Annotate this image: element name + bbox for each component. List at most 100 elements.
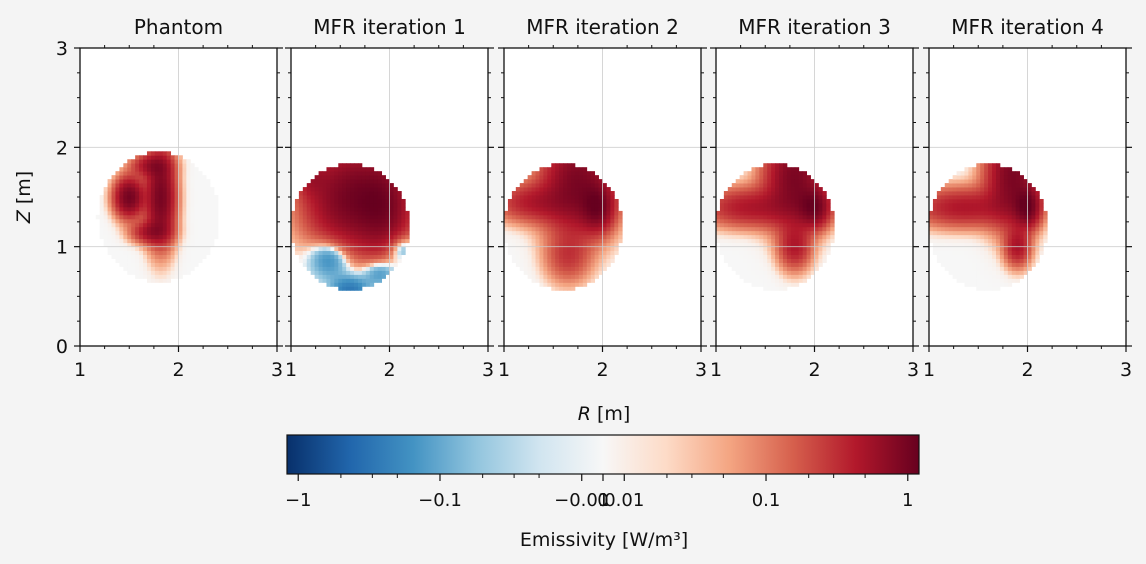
heatmap-cell xyxy=(570,234,576,240)
heatmap-cell xyxy=(504,218,509,224)
heatmap-cell xyxy=(602,234,607,240)
heatmap-cell xyxy=(342,282,347,287)
heatmap-cell xyxy=(342,250,347,256)
heatmap-cell xyxy=(357,230,363,236)
heatmap-cell xyxy=(563,187,568,192)
heatmap-cell xyxy=(826,202,831,208)
heatmap-cell xyxy=(779,258,784,263)
heatmap-cell xyxy=(210,234,215,240)
heatmap-cell xyxy=(170,250,175,256)
heatmap-cell xyxy=(775,274,780,279)
heatmap-cell xyxy=(936,258,942,263)
heatmap-cell xyxy=(779,238,784,244)
heatmap-cell xyxy=(798,258,804,263)
heatmap-cell xyxy=(814,266,819,271)
heatmap-cell xyxy=(330,210,335,216)
heatmap-cell xyxy=(1023,242,1028,248)
heatmap-cell xyxy=(531,195,536,200)
heatmap-cell xyxy=(578,222,584,228)
heatmap-cell xyxy=(830,222,835,228)
heatmap-cell xyxy=(992,234,997,240)
heatmap-cell xyxy=(775,250,780,256)
heatmap-cell xyxy=(322,258,327,263)
heatmap-cell xyxy=(150,155,156,160)
heatmap-cell xyxy=(385,210,390,216)
heatmap-cell xyxy=(119,202,124,208)
heatmap-cell xyxy=(940,230,946,236)
heatmap-cell xyxy=(948,246,954,252)
heatmap-cell xyxy=(547,270,552,275)
heatmap-cell xyxy=(170,155,175,160)
heatmap-cell xyxy=(759,187,764,192)
heatmap-cell xyxy=(932,206,938,212)
heatmap-cell xyxy=(759,262,764,267)
heatmap-cell xyxy=(357,218,363,224)
heatmap-cell xyxy=(194,198,199,204)
heatmap-cell xyxy=(401,214,406,220)
heatmap-cell xyxy=(747,274,752,279)
heatmap-cell xyxy=(563,175,568,180)
heatmap-cell xyxy=(515,187,521,192)
heatmap-cell xyxy=(826,214,831,220)
heatmap-cell xyxy=(988,258,993,263)
heatmap-cell xyxy=(174,155,179,160)
heatmap-cell xyxy=(174,222,179,228)
heatmap-cell xyxy=(948,198,954,204)
heatmap-cell xyxy=(999,171,1005,176)
heatmap-cell xyxy=(373,195,379,200)
heatmap-cell xyxy=(814,191,819,196)
heatmap-cell xyxy=(960,195,965,200)
heatmap-cell xyxy=(123,206,128,212)
heatmap-cell xyxy=(964,258,969,263)
heatmap-cell xyxy=(582,167,588,172)
heatmap-cell xyxy=(393,198,398,204)
heatmap-cell xyxy=(964,210,969,216)
heatmap-cell xyxy=(574,206,580,212)
heatmap-cell xyxy=(369,183,375,188)
heatmap-cell xyxy=(389,266,394,271)
heatmap-cell xyxy=(606,218,611,224)
heatmap-cell xyxy=(771,286,776,291)
heatmap-cell xyxy=(294,202,300,208)
heatmap-cell xyxy=(775,278,780,283)
heatmap-cell xyxy=(127,198,132,204)
heatmap-cell xyxy=(170,210,175,216)
heatmap-cell xyxy=(535,171,540,176)
heatmap-cell xyxy=(162,238,168,244)
heatmap-cell xyxy=(1003,274,1009,279)
heatmap-cell xyxy=(1023,214,1028,220)
heatmap-cell xyxy=(559,238,564,244)
heatmap-cell xyxy=(759,183,764,188)
heatmap-cell xyxy=(178,198,183,204)
heatmap-cell xyxy=(158,266,164,271)
heatmap-cell xyxy=(154,175,160,180)
heatmap-cell xyxy=(586,171,592,176)
heatmap-cell xyxy=(719,242,725,248)
heatmap-cell xyxy=(369,270,375,275)
heatmap-cell xyxy=(984,266,989,271)
heatmap-cell xyxy=(515,214,521,220)
heatmap-cell xyxy=(342,246,347,252)
heatmap-cell xyxy=(763,202,768,208)
heatmap-cell xyxy=(988,282,993,287)
heatmap-cell xyxy=(385,195,390,200)
heatmap-cell xyxy=(598,206,603,212)
heatmap-cell xyxy=(154,262,160,267)
heatmap-cell xyxy=(523,191,529,196)
heatmap-cell xyxy=(107,238,112,244)
heatmap-cell xyxy=(361,198,367,204)
heatmap-cell xyxy=(606,210,611,216)
heatmap-cell xyxy=(1019,218,1024,224)
heatmap-cell xyxy=(940,198,946,204)
heatmap-cell xyxy=(716,214,721,220)
heatmap-cell xyxy=(763,254,768,259)
heatmap-cell xyxy=(794,198,800,204)
heatmap-cell xyxy=(527,214,532,220)
heatmap-cell xyxy=(956,254,961,259)
heatmap-cell xyxy=(146,210,152,216)
heatmap-cell xyxy=(146,270,152,275)
heatmap-cell xyxy=(747,195,752,200)
heatmap-cell xyxy=(555,191,560,196)
heatmap-cell xyxy=(980,258,985,263)
heatmap-cell xyxy=(369,198,375,204)
